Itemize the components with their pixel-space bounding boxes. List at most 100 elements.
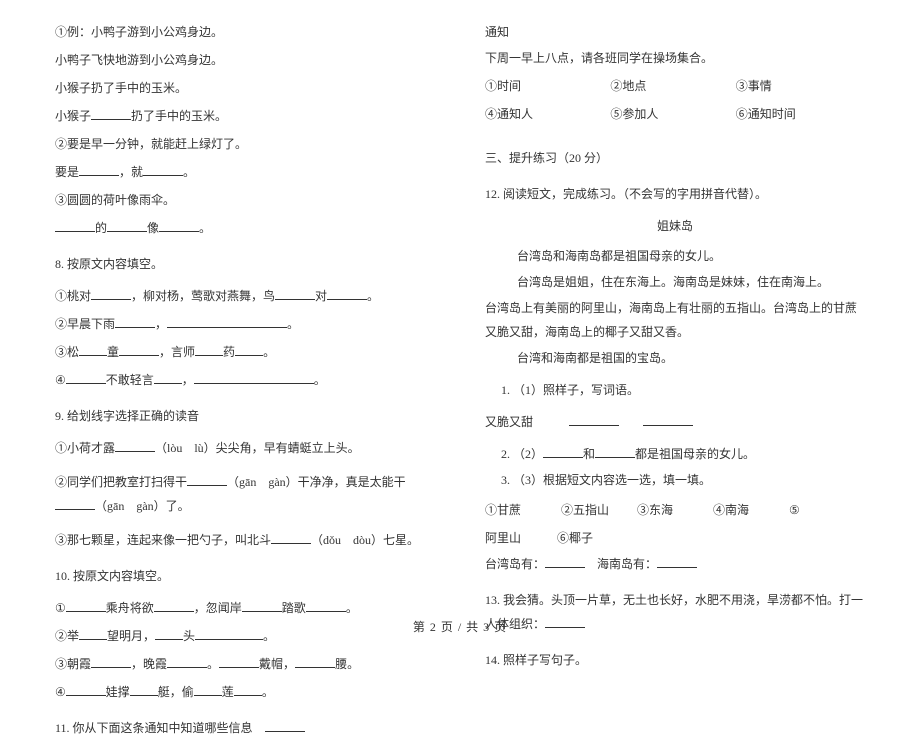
q8-item-1: ①桃对，柳对杨，莺歌对燕舞，鸟对。 (55, 284, 435, 308)
text: ④ (55, 373, 66, 387)
text: 像 (147, 221, 159, 235)
option-4[interactable]: ④通知人 (485, 102, 610, 126)
q11-text: 11. 你从下面这条通知中知道哪些信息 (55, 721, 253, 735)
blank-field[interactable] (55, 218, 95, 232)
blank-field[interactable] (119, 342, 159, 356)
blank-field[interactable] (569, 412, 619, 426)
blank-field[interactable] (194, 682, 222, 696)
q10-item-4: ④娃撑艇，偷莲。 (55, 680, 435, 704)
blank-field[interactable] (595, 444, 635, 458)
left-column: ①例：小鸭子游到小公鸡身边。 小鸭子飞快地游到小公鸡身边。 小猴子扔了手中的玉米… (40, 20, 460, 600)
notice-title: 通知 (485, 20, 865, 44)
blank-field[interactable] (91, 286, 131, 300)
q12-options-row2: 阿里山 ⑥椰子 (485, 526, 865, 550)
blank-field[interactable] (545, 554, 585, 568)
option-1[interactable]: ①甘蔗 (485, 498, 561, 522)
blank-field[interactable] (66, 682, 106, 696)
text: 2. （2） (501, 447, 543, 461)
q9-item-2: ②同学们把教室打扫得干（gān gàn）干净净，真是太能干（gān gàn）了。 (55, 470, 435, 518)
blank-field[interactable] (154, 598, 194, 612)
blank-field[interactable] (234, 682, 262, 696)
q10-item-3: ③朝霞，晚霞。戴帽，腰。 (55, 652, 435, 676)
option-2[interactable]: ②五指山 (561, 498, 637, 522)
blank-field[interactable] (167, 654, 207, 668)
blank-field[interactable] (66, 598, 106, 612)
text: ，忽闻岸 (194, 601, 242, 615)
text: （gān gàn）干净净，真是太 (227, 475, 382, 489)
option-6[interactable]: ⑥椰子 (557, 531, 593, 545)
text: 海南岛有： (597, 557, 657, 571)
text: 艇，偷 (158, 685, 194, 699)
option-4[interactable]: ④南海 (713, 498, 789, 522)
q9-item-3: ③那七颗星，连起来像一把勺子，叫北斗（dǒu dòu）七星。 (55, 528, 435, 552)
blank-field[interactable] (79, 342, 107, 356)
option-5b[interactable]: 阿里山 (485, 531, 521, 545)
blank-field[interactable] (275, 286, 315, 300)
blank-field[interactable] (265, 718, 305, 732)
blank-field[interactable] (247, 314, 287, 328)
example-2-line1: ②要是早一分钟，就能赶上绿灯了。 (55, 132, 435, 156)
text: 娃撑 (106, 685, 130, 699)
blank-field[interactable] (91, 654, 131, 668)
text: ②同学们把教室打扫得干 (55, 475, 187, 489)
notice-body: 下周一早上八点，请各班同学在操场集合。 (485, 46, 865, 70)
section-3-heading: 三、提升练习（20 分） (485, 146, 865, 170)
option-3[interactable]: ③东海 (637, 498, 713, 522)
blank-field[interactable] (219, 654, 259, 668)
blank-field[interactable] (327, 286, 367, 300)
blank-field[interactable] (55, 496, 95, 510)
blank-field[interactable] (130, 682, 158, 696)
option-6[interactable]: ⑥通知时间 (736, 102, 861, 126)
blank-field[interactable] (154, 370, 182, 384)
blank-field[interactable] (187, 472, 227, 486)
q12-sub-3: 3. （3）根据短文内容选一选，填一填。 (485, 468, 865, 492)
example-1-line3: 小猴子扔了手中的玉米。 (55, 76, 435, 100)
blank-field[interactable] (207, 314, 247, 328)
text: 童 (107, 345, 119, 359)
example-1-line4: 小猴子扔了手中的玉米。 (55, 104, 435, 128)
text: 。 (346, 601, 358, 615)
text: 踏歌 (282, 601, 306, 615)
text: ②早晨下雨 (55, 317, 115, 331)
passage-p4: 台湾和海南都是祖国的宝岛。 (485, 346, 865, 370)
blank-field[interactable] (306, 598, 346, 612)
text: 能干 (382, 475, 406, 489)
option-5[interactable]: ⑤ (789, 498, 865, 522)
blank-field[interactable] (543, 444, 583, 458)
blank-field[interactable] (115, 438, 155, 452)
text: 。 (314, 373, 326, 387)
q10-item-1: ①乘舟将欲，忽闻岸踏歌。 (55, 596, 435, 620)
blank-field[interactable] (194, 370, 234, 384)
text: 都是祖国母亲的女儿。 (635, 447, 755, 461)
option-1[interactable]: ①时间 (485, 74, 610, 98)
blank-field[interactable] (167, 314, 207, 328)
blank-field[interactable] (195, 342, 223, 356)
text: 要是 (55, 165, 79, 179)
example-1-line1: ①例：小鸭子游到小公鸡身边。 (55, 20, 435, 44)
option-5[interactable]: ⑤参加人 (610, 102, 735, 126)
blank-field[interactable] (143, 162, 183, 176)
text: ， (155, 317, 167, 331)
question-9-heading: 9. 给划线字选择正确的读音 (55, 404, 435, 428)
blank-field[interactable] (295, 654, 335, 668)
blank-field[interactable] (234, 370, 274, 384)
text: 七星。 (383, 533, 419, 547)
blank-field[interactable] (115, 314, 155, 328)
blank-field[interactable] (79, 162, 119, 176)
q12-sub-1-fill: 又脆又甜 (485, 410, 865, 434)
blank-field[interactable] (235, 342, 263, 356)
blank-field[interactable] (91, 106, 131, 120)
text: ，言师 (159, 345, 195, 359)
blank-field[interactable] (242, 598, 282, 612)
blank-field[interactable] (66, 370, 106, 384)
option-2[interactable]: ②地点 (610, 74, 735, 98)
blank-field[interactable] (274, 370, 314, 384)
blank-field[interactable] (657, 554, 697, 568)
option-3[interactable]: ③事情 (736, 74, 861, 98)
blank-field[interactable] (107, 218, 147, 232)
example-3-line2: 的像。 (55, 216, 435, 240)
example-2-line2: 要是，就。 (55, 160, 435, 184)
blank-field[interactable] (271, 530, 311, 544)
blank-field[interactable] (643, 412, 693, 426)
blank-field[interactable] (159, 218, 199, 232)
